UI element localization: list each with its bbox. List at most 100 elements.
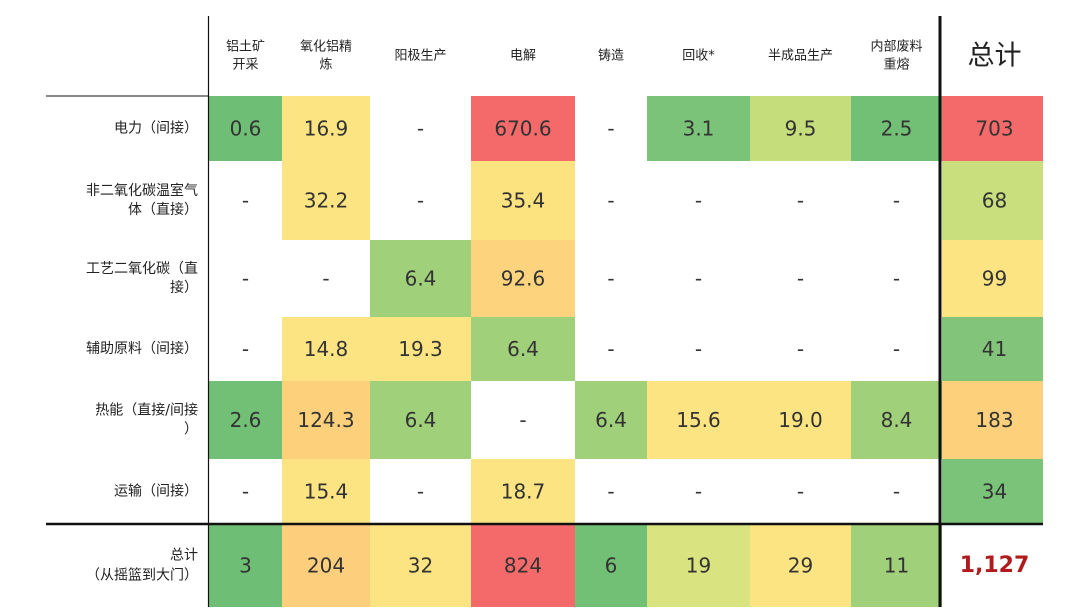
cell-value: - <box>607 267 614 291</box>
heatmap-cell <box>471 96 575 161</box>
cell-value: - <box>695 480 702 504</box>
heatmap-cell <box>370 317 471 381</box>
total-cell-value: 204 <box>307 554 345 578</box>
row-total-value: 183 <box>975 408 1013 432</box>
heatmap-cell <box>282 381 370 459</box>
column-header: 氧化铝精 <box>300 40 352 55</box>
heatmap-cell <box>942 161 1043 240</box>
cell-value: - <box>797 189 804 213</box>
cell-value: 16.9 <box>304 117 349 141</box>
heatmap-cell <box>370 381 471 459</box>
cell-value: 670.6 <box>494 117 551 141</box>
column-header: 开采 <box>232 58 258 73</box>
cell-value: 19.3 <box>398 337 443 361</box>
cell-value: 8.4 <box>881 408 913 432</box>
total-cell-value: 19 <box>686 554 711 578</box>
row-header: ） <box>184 422 198 438</box>
cell-value: 9.5 <box>785 117 817 141</box>
cell-value: - <box>322 267 329 291</box>
row-header: 非二氧化碳温室气 <box>86 182 198 199</box>
cell-value: - <box>242 189 249 213</box>
heatmap-cell <box>575 381 647 459</box>
cell-value: - <box>893 337 900 361</box>
total-cell <box>750 525 851 607</box>
column-header: 铸造 <box>598 48 624 64</box>
cell-value: 3.1 <box>683 117 715 141</box>
cell-value: - <box>242 480 249 504</box>
cell-value: - <box>797 337 804 361</box>
total-cell-value: 32 <box>408 554 433 578</box>
cell-value: 2.5 <box>881 117 913 141</box>
heatmap-cell <box>851 381 942 459</box>
total-row-header: 总计 <box>170 548 198 564</box>
cell-value: - <box>607 480 614 504</box>
row-header: 接） <box>170 279 198 296</box>
cell-value: 32.2 <box>304 189 349 213</box>
cell-value: 0.6 <box>230 117 262 141</box>
cell-value: - <box>417 117 424 141</box>
heatmap-cell <box>471 240 575 317</box>
heatmap-cell <box>750 96 851 161</box>
heatmap-cell <box>647 96 750 161</box>
heatmap-cell <box>942 317 1043 381</box>
cell-value: 6.4 <box>595 408 627 432</box>
cell-value: 6.4 <box>405 267 437 291</box>
cell-value: 35.4 <box>501 189 546 213</box>
cell-value: - <box>519 408 526 432</box>
cell-value: - <box>893 480 900 504</box>
row-total-value: 34 <box>982 480 1007 504</box>
cell-value: - <box>607 117 614 141</box>
row-header: 热能（直接/间接 <box>95 402 198 419</box>
total-cell-value: 824 <box>504 554 542 578</box>
cell-value: - <box>607 189 614 213</box>
cell-value: 18.7 <box>501 480 546 504</box>
row-header: 体（直接） <box>128 201 198 218</box>
cell-value: - <box>893 189 900 213</box>
cell-value: 2.6 <box>230 408 262 432</box>
row-header: 工艺二氧化碳（直 <box>86 260 198 277</box>
heatmap-cell <box>647 381 750 459</box>
total-cell <box>282 525 370 607</box>
heatmap-cell <box>942 381 1043 459</box>
cell-value: - <box>695 189 702 213</box>
cell-value: - <box>417 189 424 213</box>
heatmap-cell <box>282 459 370 524</box>
heatmap-cell <box>471 317 575 381</box>
total-column-header: 总计 <box>968 41 1022 72</box>
heatmap-cell <box>209 381 282 459</box>
cell-value: 6.4 <box>405 408 437 432</box>
heatmap-cell <box>370 240 471 317</box>
column-header: 内部废料 <box>870 39 922 55</box>
total-cell <box>647 525 750 607</box>
cell-value: - <box>242 267 249 291</box>
cell-value: 19.0 <box>778 408 823 432</box>
cell-value: - <box>607 337 614 361</box>
total-row-header: （从摇篮到大门） <box>86 568 198 584</box>
heatmap-cell <box>471 161 575 240</box>
column-header: 重熔 <box>883 57 909 73</box>
cell-value: 92.6 <box>501 267 546 291</box>
column-header: 阳极生产 <box>394 49 446 64</box>
row-total-value: 99 <box>982 267 1007 291</box>
heatmap-cell <box>750 381 851 459</box>
column-header: 铝土矿 <box>226 40 265 55</box>
cell-value: - <box>797 267 804 291</box>
cell-value: 15.4 <box>304 480 349 504</box>
total-cell-value: 6 <box>605 554 618 578</box>
total-cell-value: 3 <box>239 554 252 578</box>
total-cell <box>370 525 471 607</box>
row-total-value: 41 <box>982 337 1007 361</box>
heatmap-cell <box>942 96 1043 161</box>
cell-value: - <box>797 480 804 504</box>
total-cell <box>209 525 282 607</box>
total-cell <box>471 525 575 607</box>
grand-total-value: 1,127 <box>960 553 1030 578</box>
heatmap-cell <box>282 161 370 240</box>
heatmap-cell <box>471 459 575 524</box>
cell-value: 6.4 <box>507 337 539 361</box>
heatmap-cell <box>942 240 1043 317</box>
heatmap-cell <box>209 96 282 161</box>
total-cell <box>575 525 647 607</box>
heatmap-cell <box>851 96 942 161</box>
total-cell-value: 29 <box>788 554 813 578</box>
